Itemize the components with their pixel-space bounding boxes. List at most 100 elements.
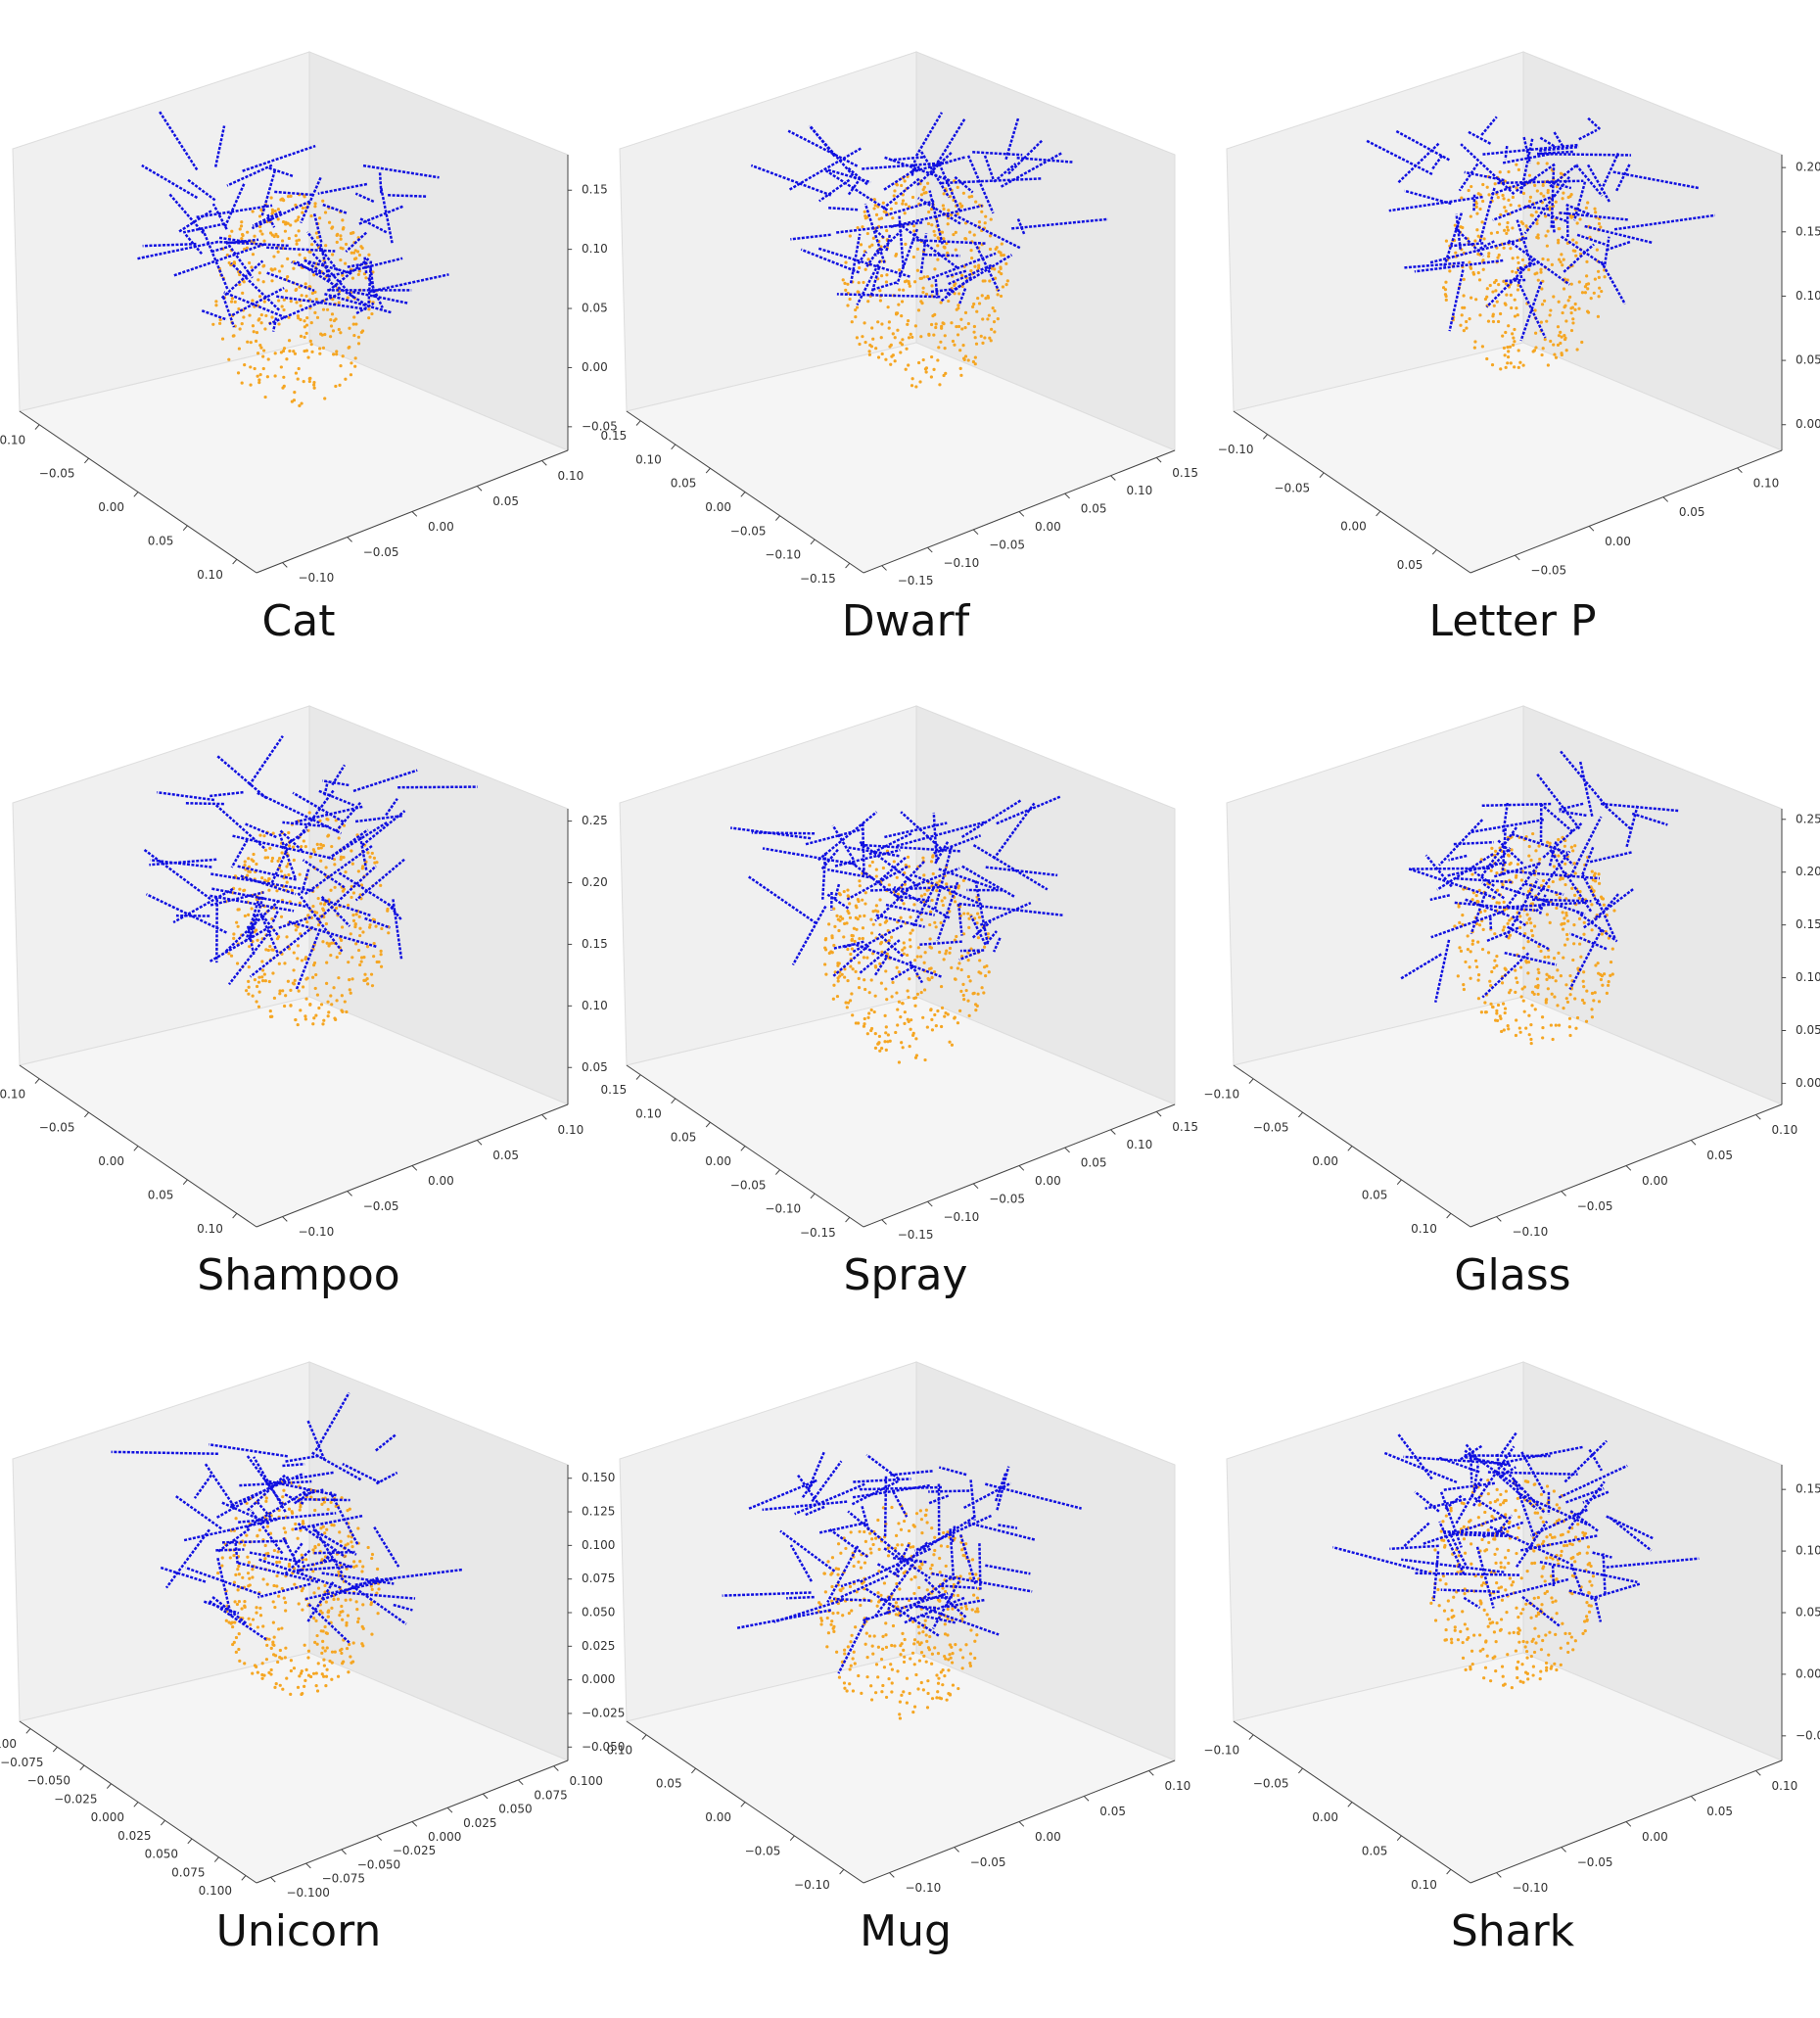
panel-title: Mug (860, 1906, 952, 1956)
tick-label: 0.025 (582, 1639, 615, 1653)
point-cloud-decoration (849, 1667, 852, 1670)
point-cloud-decoration (900, 184, 903, 187)
point-cloud-decoration (1445, 240, 1448, 243)
point-cloud-decoration (936, 1690, 939, 1693)
tick-mark (233, 559, 237, 564)
point-cloud-decoration (1450, 1641, 1453, 1644)
point-cloud-decoration (293, 859, 296, 862)
tick-mark (53, 1747, 57, 1752)
point-cloud-decoration (843, 975, 846, 978)
point-cloud-decoration (1568, 1542, 1571, 1545)
panel: −0.100−0.075−0.050−0.0250.0000.0250.0500… (0, 1362, 625, 1956)
point-cloud-decoration (334, 385, 337, 388)
point-cloud-decoration (965, 989, 968, 992)
point-cloud-decoration (832, 1630, 835, 1633)
point-cloud-decoration (285, 935, 288, 938)
tick-mark (134, 493, 138, 497)
point-cloud-decoration (899, 1716, 902, 1719)
point-cloud-decoration (251, 1671, 254, 1674)
point-cloud-decoration (300, 335, 303, 338)
point-cloud-decoration (924, 367, 927, 370)
tick-label: −0.15 (800, 1226, 836, 1240)
point-cloud-decoration (937, 1652, 940, 1655)
point-cloud-decoration (312, 1672, 315, 1675)
point-cloud-decoration (1547, 1654, 1550, 1657)
point-cloud-decoration (1544, 234, 1547, 237)
point-cloud-decoration (916, 269, 919, 272)
point-cloud-decoration (1555, 201, 1558, 204)
point-cloud-decoration (1511, 1686, 1514, 1689)
point-cloud-decoration (1477, 973, 1480, 976)
point-cloud-decoration (243, 889, 246, 892)
point-cloud-decoration (962, 192, 965, 195)
point-cloud-decoration (256, 1534, 258, 1537)
point-cloud-decoration (951, 1661, 954, 1664)
tick-label: −0.10 (0, 433, 25, 446)
point-cloud-decoration (922, 873, 925, 876)
point-cloud-decoration (962, 879, 965, 882)
point-cloud-decoration (234, 301, 237, 304)
point-cloud-decoration (270, 1668, 273, 1671)
point-cloud-decoration (931, 856, 934, 859)
tick-label: −0.10 (1203, 1743, 1239, 1757)
point-cloud-decoration (941, 231, 944, 234)
point-cloud-decoration (1571, 317, 1574, 320)
point-cloud-decoration (320, 1652, 323, 1655)
point-cloud-decoration (877, 355, 880, 358)
point-cloud-decoration (1506, 1530, 1509, 1533)
point-cloud-decoration (993, 330, 996, 333)
point-cloud-decoration (948, 952, 951, 955)
point-cloud-decoration (261, 1577, 264, 1580)
point-cloud-decoration (954, 1643, 957, 1646)
point-cloud-decoration (863, 915, 865, 917)
point-cloud-decoration (896, 876, 899, 879)
point-cloud-decoration (329, 335, 332, 338)
point-cloud-decoration (341, 994, 344, 997)
point-cloud-decoration (219, 318, 222, 321)
point-cloud-decoration (1561, 197, 1563, 200)
point-cloud-decoration (371, 852, 374, 855)
point-cloud-decoration (256, 985, 258, 988)
point-cloud-decoration (943, 1014, 946, 1017)
point-cloud-decoration (851, 320, 854, 323)
point-cloud-decoration (278, 857, 281, 860)
point-cloud-decoration (1508, 918, 1511, 921)
point-cloud-decoration (371, 1553, 374, 1556)
point-cloud-decoration (351, 914, 354, 916)
point-cloud-decoration (854, 308, 857, 311)
point-cloud-decoration (906, 1677, 909, 1680)
point-cloud-decoration (366, 851, 369, 854)
point-cloud-decoration (1573, 844, 1576, 847)
point-cloud-decoration (1565, 1544, 1568, 1547)
point-cloud-decoration (1502, 197, 1505, 200)
point-cloud-decoration (241, 322, 244, 325)
point-cloud-decoration (1530, 1655, 1533, 1658)
point-cloud-decoration (931, 1653, 934, 1656)
point-cloud-decoration (1506, 1653, 1509, 1656)
point-cloud-decoration (1533, 184, 1536, 187)
point-cloud-decoration (277, 251, 280, 254)
point-cloud-decoration (880, 1690, 883, 1693)
point-cloud-decoration (332, 1598, 335, 1601)
point-cloud-decoration (1551, 1557, 1554, 1560)
tick-label: 0.00 (428, 1174, 454, 1188)
point-cloud-decoration (902, 1002, 905, 1005)
point-cloud-decoration (1493, 966, 1496, 969)
point-cloud-decoration (334, 1018, 337, 1021)
point-cloud-decoration (256, 939, 258, 942)
point-cloud-decoration (1549, 1533, 1552, 1536)
point-cloud-decoration (296, 957, 299, 960)
point-cloud-decoration (1002, 285, 1004, 288)
tick-mark (1691, 1796, 1696, 1801)
point-cloud-decoration (1545, 978, 1548, 981)
point-cloud-decoration (1489, 1501, 1492, 1504)
ray-decoration (184, 803, 223, 804)
point-cloud-decoration (231, 1625, 234, 1628)
point-cloud-decoration (355, 1565, 358, 1568)
point-cloud-decoration (891, 981, 894, 984)
point-cloud-decoration (1553, 865, 1556, 868)
tick-mark (1019, 512, 1024, 517)
point-cloud-decoration (1562, 192, 1564, 195)
tick-label: −0.15 (898, 1228, 934, 1242)
point-cloud-decoration (914, 324, 917, 327)
